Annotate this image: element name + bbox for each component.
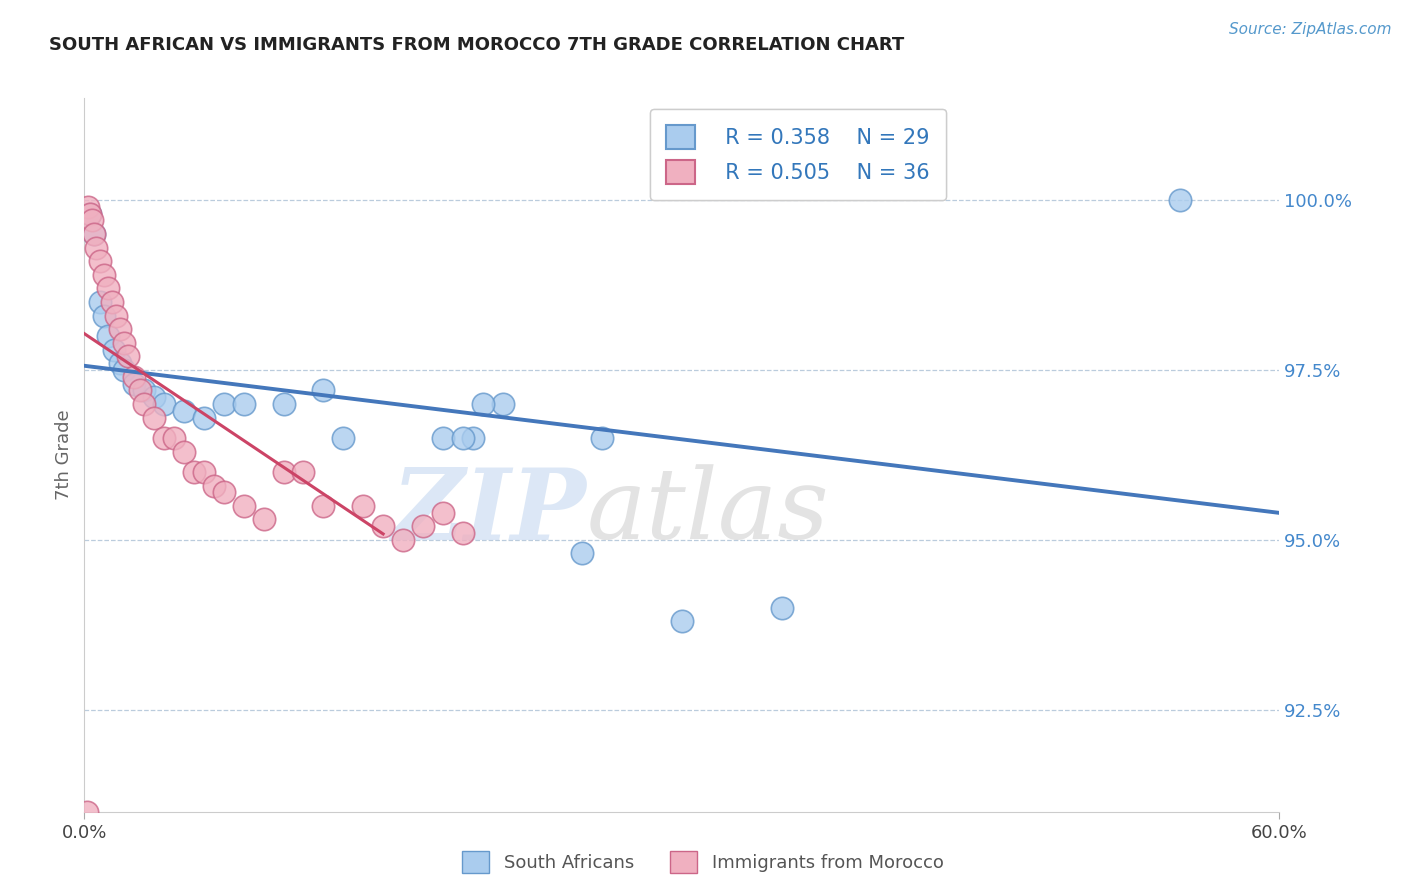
Point bbox=[122, 376, 145, 391]
Text: atlas: atlas bbox=[586, 465, 830, 559]
Point bbox=[112, 363, 135, 377]
Point bbox=[273, 397, 295, 411]
Point bbox=[332, 431, 354, 445]
Point bbox=[193, 410, 215, 425]
Point bbox=[352, 499, 374, 513]
Point bbox=[83, 227, 105, 241]
Point bbox=[122, 369, 145, 384]
Point bbox=[110, 322, 132, 336]
Point bbox=[232, 499, 254, 513]
Text: SOUTH AFRICAN VS IMMIGRANTS FROM MOROCCO 7TH GRADE CORRELATION CHART: SOUTH AFRICAN VS IMMIGRANTS FROM MOROCCO… bbox=[49, 36, 904, 54]
Point bbox=[79, 207, 101, 221]
Point bbox=[202, 478, 225, 492]
Point bbox=[770, 600, 793, 615]
Point bbox=[371, 519, 394, 533]
Point bbox=[117, 350, 139, 364]
Point bbox=[412, 519, 434, 533]
Point bbox=[232, 397, 254, 411]
Point bbox=[292, 465, 315, 479]
Point bbox=[1168, 193, 1191, 207]
Point bbox=[471, 397, 494, 411]
Point bbox=[89, 295, 111, 310]
Point bbox=[82, 213, 104, 227]
Point bbox=[93, 309, 115, 323]
Point bbox=[671, 615, 693, 629]
Point bbox=[212, 485, 235, 500]
Point bbox=[97, 281, 120, 295]
Point bbox=[76, 805, 98, 819]
Point bbox=[312, 499, 335, 513]
Point bbox=[132, 384, 156, 398]
Point bbox=[97, 329, 120, 343]
Legend:   R = 0.358    N = 29,   R = 0.505    N = 36: R = 0.358 N = 29, R = 0.505 N = 36 bbox=[650, 109, 946, 201]
Point bbox=[253, 512, 276, 526]
Point bbox=[83, 227, 105, 241]
Point bbox=[77, 200, 100, 214]
Point bbox=[492, 397, 515, 411]
Point bbox=[163, 431, 186, 445]
Point bbox=[193, 465, 215, 479]
Point bbox=[451, 526, 474, 541]
Point bbox=[183, 465, 205, 479]
Point bbox=[451, 431, 474, 445]
Point bbox=[105, 309, 128, 323]
Point bbox=[132, 397, 156, 411]
Point bbox=[84, 241, 107, 255]
Point bbox=[89, 254, 111, 268]
Point bbox=[129, 384, 152, 398]
Text: Source: ZipAtlas.com: Source: ZipAtlas.com bbox=[1229, 22, 1392, 37]
Point bbox=[432, 506, 454, 520]
Legend: South Africans, Immigrants from Morocco: South Africans, Immigrants from Morocco bbox=[456, 844, 950, 880]
Point bbox=[153, 431, 176, 445]
Point bbox=[432, 431, 454, 445]
Point bbox=[392, 533, 415, 547]
Point bbox=[173, 403, 195, 417]
Point bbox=[143, 390, 166, 404]
Point bbox=[173, 444, 195, 458]
Point bbox=[101, 295, 124, 310]
Point bbox=[571, 546, 593, 560]
Point bbox=[93, 268, 115, 282]
Point bbox=[103, 343, 125, 357]
Point bbox=[273, 465, 295, 479]
Point bbox=[461, 431, 484, 445]
Point bbox=[591, 431, 613, 445]
Point bbox=[79, 207, 101, 221]
Point bbox=[110, 356, 132, 370]
Point bbox=[143, 410, 166, 425]
Point bbox=[212, 397, 235, 411]
Point bbox=[153, 397, 176, 411]
Point bbox=[112, 335, 135, 350]
Y-axis label: 7th Grade: 7th Grade bbox=[55, 409, 73, 500]
Text: ZIP: ZIP bbox=[391, 464, 586, 560]
Point bbox=[312, 384, 335, 398]
